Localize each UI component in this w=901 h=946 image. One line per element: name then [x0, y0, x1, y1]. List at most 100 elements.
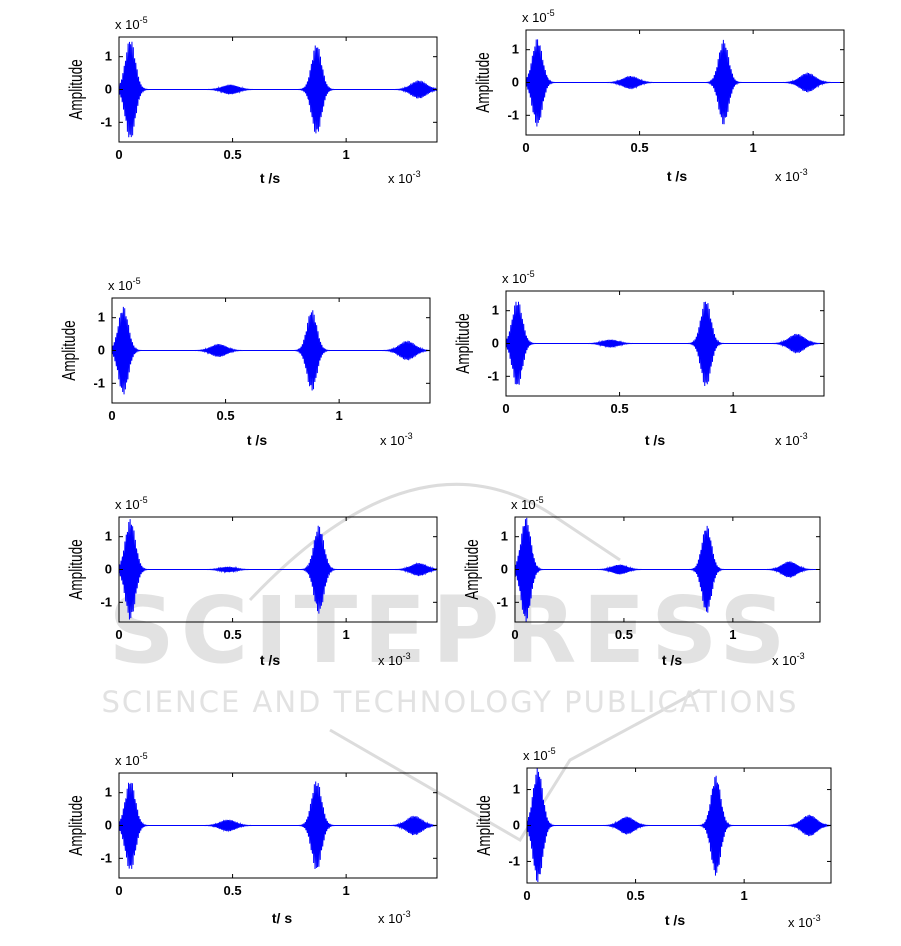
x-tick-label: 0	[502, 401, 509, 416]
y-multiplier-label: x 10-5	[108, 276, 141, 293]
y-tick-label: 1	[512, 42, 519, 57]
y-tick-label: 1	[492, 303, 499, 318]
y-tick-label: -1	[496, 594, 508, 609]
x-tick-label: 1	[343, 627, 350, 642]
y-axis-label: Amplitude	[59, 320, 79, 380]
x-axis-label: t /s	[645, 432, 665, 448]
subplot-3: 0 0.5 1 1 0 -1 x 10-5 Amplitude t /s x 10-3	[59, 276, 431, 448]
y-multiplier-label: x 10-5	[502, 269, 535, 286]
y-axis-label: Amplitude	[66, 795, 86, 855]
series-line	[119, 781, 437, 870]
series-line	[112, 306, 430, 395]
x-tick-label: 0	[115, 627, 122, 642]
y-tick-label: 1	[105, 785, 112, 800]
y-tick-label: -1	[93, 375, 105, 390]
x-tick-label: 0	[511, 627, 518, 642]
x-tick-label: 0.5	[615, 627, 633, 642]
y-tick-label: 0	[492, 336, 499, 351]
subplot-7: 0 0.5 1 1 0 -1 x 10-5 Amplitude t/ s x 10-3	[66, 751, 438, 926]
series-line	[119, 519, 437, 620]
series-line	[119, 41, 437, 138]
watermark-arc	[248, 482, 621, 602]
subplot-8: 0 0.5 1 1 0 -1 x 10-5 Amplitude t /s x 10-3	[474, 746, 832, 930]
x-tick-label: 0.5	[627, 888, 645, 903]
x-tick-label: 1	[729, 627, 736, 642]
y-tick-label: 1	[501, 529, 508, 544]
x-tick-label: 0	[115, 147, 122, 162]
x-tick-label: 1	[343, 883, 350, 898]
y-tick-label: 1	[513, 782, 520, 797]
y-multiplier-label: x 10-5	[522, 8, 555, 25]
watermark-tagline: SCIENCE AND TECHNOLOGY PUBLICATIONS	[102, 685, 799, 719]
x-multiplier-label: x 10-3	[378, 909, 411, 926]
y-multiplier-label: x 10-5	[115, 495, 148, 512]
x-axis-label: t /s	[667, 168, 687, 184]
y-tick-label: 0	[513, 818, 520, 833]
series-line	[506, 301, 824, 387]
x-tick-label: 1	[343, 147, 350, 162]
x-tick-label: 1	[730, 401, 737, 416]
y-axis-label: Amplitude	[462, 539, 482, 599]
y-multiplier-label: x 10-5	[115, 15, 148, 32]
y-tick-label: 0	[105, 82, 112, 97]
subplot-2: 0 0.5 1 1 0 -1 x 10-5 Amplitude t /s x 10-3	[473, 8, 845, 184]
watermark: SCITEPRESS SCIENCE AND TECHNOLOGY PUBLIC…	[102, 482, 799, 843]
y-axis-label: Amplitude	[474, 795, 494, 855]
y-multiplier-label: x 10-5	[115, 751, 148, 768]
y-tick-label: -1	[487, 368, 499, 383]
subplot-4: 0 0.5 1 1 0 -1 x 10-5 Amplitude t /s x 10-3	[453, 269, 825, 448]
y-tick-label: -1	[100, 850, 112, 865]
series-line	[515, 517, 820, 622]
series-line	[526, 39, 844, 127]
y-multiplier-label: x 10-5	[511, 495, 544, 512]
x-tick-label: 1	[336, 408, 343, 423]
subplot-5: 0 0.5 1 1 0 -1 x 10-5 Amplitude t /s x 10-3	[66, 495, 438, 668]
x-axis-label: t /s	[260, 652, 280, 668]
y-tick-label: -1	[507, 107, 519, 122]
y-axis-label: Amplitude	[473, 52, 493, 112]
y-tick-label: 0	[105, 818, 112, 833]
y-tick-label: 1	[105, 529, 112, 544]
y-tick-label: -1	[100, 594, 112, 609]
y-tick-label: 1	[105, 49, 112, 64]
y-multiplier-label: x 10-5	[523, 746, 556, 763]
x-axis-label: t /s	[247, 432, 267, 448]
subplot-1: 0 0.5 1 1 0 -1 x 10-5 Amplitude t /s x 10-3	[66, 15, 438, 186]
y-tick-label: 0	[512, 75, 519, 90]
x-axis-label: t /s	[665, 912, 685, 928]
x-multiplier-label: x 10-3	[388, 169, 421, 186]
y-tick-label: -1	[100, 114, 112, 129]
x-multiplier-label: x 10-3	[772, 651, 805, 668]
x-tick-label: 0.5	[224, 883, 242, 898]
watermark-logo: SCITEPRESS	[108, 577, 791, 684]
x-tick-label: 0.5	[611, 401, 629, 416]
subplot-6: 0 0.5 1 1 0 -1 x 10-5 Amplitude t /s x 10-3	[462, 495, 821, 668]
x-multiplier-label: x 10-3	[775, 167, 808, 184]
x-axis-label: t /s	[662, 652, 682, 668]
x-tick-label: 0.5	[631, 140, 649, 155]
y-tick-label: -1	[508, 853, 520, 868]
series-line	[527, 768, 831, 882]
x-tick-label: 0.5	[224, 147, 242, 162]
y-tick-label: 1	[98, 310, 105, 325]
x-tick-label: 0	[523, 888, 530, 903]
y-tick-label: 0	[501, 562, 508, 577]
x-multiplier-label: x 10-3	[378, 651, 411, 668]
x-tick-label: 1	[750, 140, 757, 155]
x-tick-label: 0	[108, 408, 115, 423]
x-axis-label: t/ s	[272, 910, 292, 926]
subplot-grid: 0 0.5 1 1 0 -1 x 10-5 Amplitude t /s x 10-3 0 0.5 1 1…	[59, 8, 845, 930]
x-multiplier-label: x 10-3	[380, 431, 413, 448]
x-multiplier-label: x 10-3	[775, 431, 808, 448]
x-tick-label: 1	[741, 888, 748, 903]
y-axis-label: Amplitude	[66, 59, 86, 119]
y-tick-label: 0	[98, 343, 105, 358]
y-axis-label: Amplitude	[453, 313, 473, 373]
x-multiplier-label: x 10-3	[788, 913, 821, 930]
x-tick-label: 0.5	[217, 408, 235, 423]
x-tick-label: 0	[522, 140, 529, 155]
x-tick-label: 0.5	[224, 627, 242, 642]
x-tick-label: 0	[115, 883, 122, 898]
